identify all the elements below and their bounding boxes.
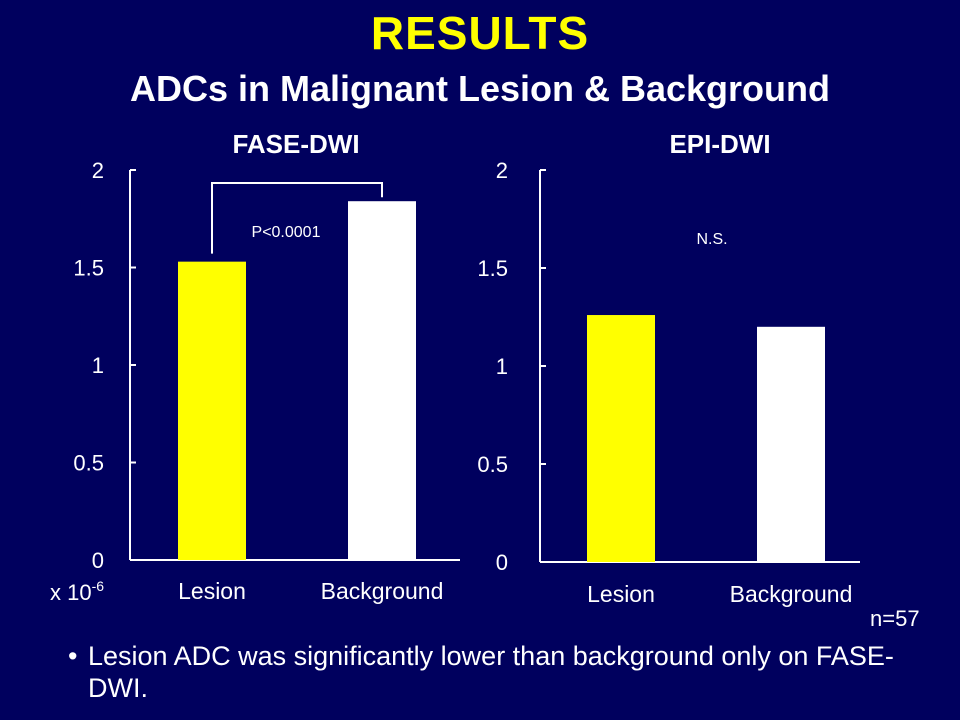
bullet-text: Lesion ADC was significantly lower than … <box>88 641 894 703</box>
fase-unit-label: x 10-6 <box>50 578 104 605</box>
epi-annotation: N.S. <box>696 231 727 248</box>
epi-bar-lesion <box>587 315 655 562</box>
fase-y-tick-label: 0.5 <box>73 451 104 476</box>
fase-y-tick-label: 1 <box>92 353 104 378</box>
epi-y-tick-label: 0.5 <box>477 452 508 477</box>
fase-chart-title: FASE-DWI <box>232 129 359 159</box>
epi-bar-background <box>757 326 825 562</box>
slide-title: RESULTS <box>370 7 590 59</box>
epi-y-tick-label: 2 <box>496 158 508 183</box>
epi-category-label: Lesion <box>587 581 655 607</box>
fase-bar-background <box>348 201 416 560</box>
bullet-dot: • <box>68 641 78 671</box>
fase-y-tick-label: 2 <box>92 158 104 183</box>
fase-annotation: P<0.0001 <box>252 224 321 241</box>
fase-category-label: Background <box>321 578 444 604</box>
epi-chart-title: EPI-DWI <box>669 129 770 159</box>
unit-label-exponent: -6 <box>92 578 105 594</box>
fase-y-tick-label: 0 <box>92 548 104 573</box>
slide-subtitle: ADCs in Malignant Lesion & Background <box>129 68 831 109</box>
sample-size-label: n=57 <box>870 606 920 631</box>
conclusion-bullet: • Lesion ADC was significantly lower tha… <box>68 640 928 704</box>
epi-y-tick-label: 1.5 <box>477 256 508 281</box>
fase-category-label: Lesion <box>178 578 246 604</box>
epi-category-label: Background <box>730 581 853 607</box>
epi-y-tick-label: 1 <box>496 354 508 379</box>
epi-y-tick-label: 0 <box>496 550 508 575</box>
unit-label-base: x 10 <box>50 580 92 605</box>
fase-bar-lesion <box>178 261 246 560</box>
fase-y-tick-label: 1.5 <box>73 256 104 281</box>
fase-significance-bracket <box>211 182 383 254</box>
